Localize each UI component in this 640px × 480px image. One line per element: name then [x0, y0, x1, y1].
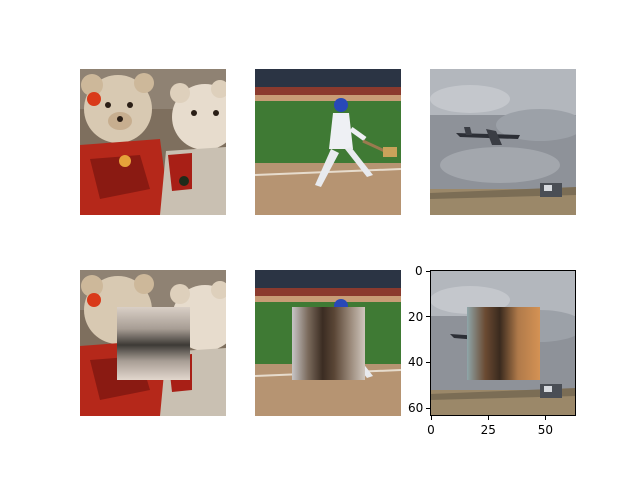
y-tick-label: 40 [408, 355, 424, 370]
x-tick-mark [487, 416, 489, 420]
occlusion-patch [291, 306, 365, 380]
image-baseball-batter-original [255, 69, 401, 215]
x-tick-label: 0 [427, 423, 435, 437]
y-tick-mark [426, 270, 430, 272]
y-tick-mark [426, 361, 430, 363]
y-tick-label: 60 [408, 401, 424, 416]
x-tick-mark [430, 416, 432, 420]
image-baseball-batter-occluded [255, 270, 401, 416]
image-teddy-bears-occluded [80, 270, 226, 416]
y-tick-label: 0 [415, 264, 423, 279]
y-tick-label: 20 [408, 309, 424, 324]
occlusion-patch [116, 306, 190, 380]
occlusion-patch [466, 306, 540, 380]
image-airplane-occluded [430, 270, 576, 416]
x-tick-label: 25 [480, 423, 496, 437]
y-tick-mark [426, 316, 430, 318]
y-tick-mark [426, 407, 430, 409]
x-tick-mark [544, 416, 546, 420]
image-teddy-bears-original [80, 69, 226, 215]
x-tick-label: 50 [537, 423, 553, 437]
image-airplane-original [430, 69, 576, 215]
